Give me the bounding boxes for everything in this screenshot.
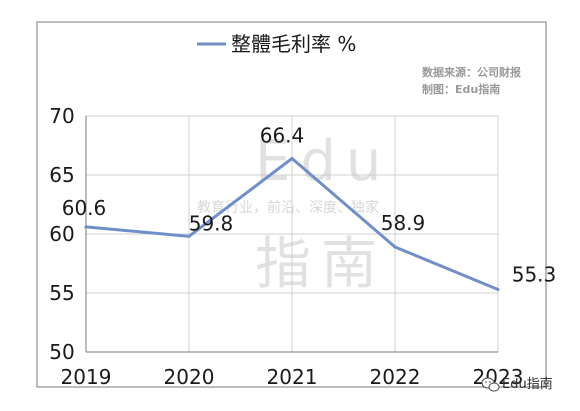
watermark: Edu 教育行业，前沿、深度、独家 指南 <box>197 129 391 297</box>
corner-badge: Edu指南 <box>481 376 553 392</box>
watermark-edu: Edu <box>255 129 391 194</box>
x-tick-label: 2020 <box>164 365 215 389</box>
data-label: 55.3 <box>512 262 557 286</box>
wechat-icon <box>481 377 500 392</box>
series-layer <box>84 156 500 291</box>
source-line-1: 数据来源：公司财报 <box>422 65 522 79</box>
data-point <box>290 156 294 160</box>
y-tick-label: 65 <box>49 163 74 187</box>
legend-label: 整體毛利率 % <box>231 32 356 56</box>
source-note: 数据来源：公司财报 制图：Edu指南 <box>422 65 522 96</box>
x-tick-label: 2021 <box>267 365 318 389</box>
corner-badge-text: Edu指南 <box>502 376 553 392</box>
data-label: 66.4 <box>260 123 305 147</box>
data-point <box>187 234 191 238</box>
data-label: 60.6 <box>62 196 107 220</box>
watermark-tagline: 教育行业，前沿、深度、独家 <box>197 199 379 216</box>
y-tick-label: 70 <box>49 104 74 128</box>
x-tick-label: 2019 <box>61 365 112 389</box>
y-tick-label: 50 <box>49 340 74 364</box>
data-label: 59.8 <box>189 211 234 235</box>
y-tick-label: 60 <box>49 222 74 246</box>
data-point <box>84 225 88 229</box>
x-tick-labels: 2019 2020 2021 2022 2023 <box>61 365 524 389</box>
data-point <box>393 245 397 249</box>
x-tick-label: 2022 <box>370 365 421 389</box>
axes <box>85 116 498 353</box>
legend: 整體毛利率 % <box>197 32 356 56</box>
data-point <box>496 287 500 291</box>
source-line-2: 制图：Edu指南 <box>422 82 500 96</box>
y-tick-label: 55 <box>49 281 74 305</box>
data-label: 58.9 <box>381 211 426 235</box>
y-tick-labels: 50 55 60 65 70 <box>49 104 74 364</box>
data-labels: 60.6 59.8 66.4 58.9 55.3 <box>62 123 557 286</box>
watermark-guide: 指南 <box>255 232 387 297</box>
